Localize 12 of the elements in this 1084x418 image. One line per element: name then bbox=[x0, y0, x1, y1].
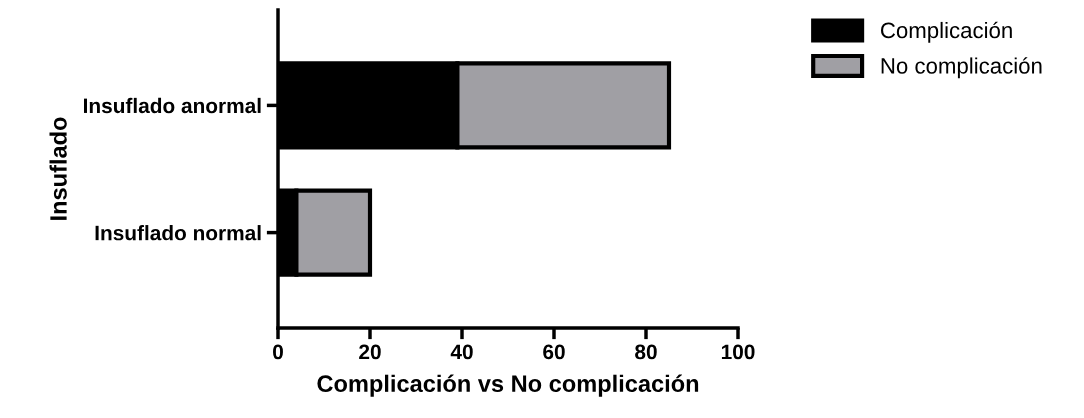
x-tick-label: 0 bbox=[273, 344, 283, 360]
y-tick-label: Insuflado normal bbox=[95, 225, 261, 241]
y-axis-title: Insuflado bbox=[49, 117, 67, 220]
x-tick-label: 100 bbox=[721, 344, 755, 360]
x-axis-title: Complicación vs No complicación bbox=[317, 374, 699, 397]
legend-label: Complicación bbox=[881, 21, 1012, 43]
x-tick-label: 40 bbox=[450, 344, 473, 360]
y-tick-label: Insuflado anormal bbox=[84, 97, 261, 114]
x-tick-label: 60 bbox=[543, 344, 565, 360]
x-tick-label: 20 bbox=[359, 344, 381, 360]
legend-label: No complicación bbox=[881, 57, 1042, 79]
x-tick-label: 80 bbox=[635, 344, 657, 360]
